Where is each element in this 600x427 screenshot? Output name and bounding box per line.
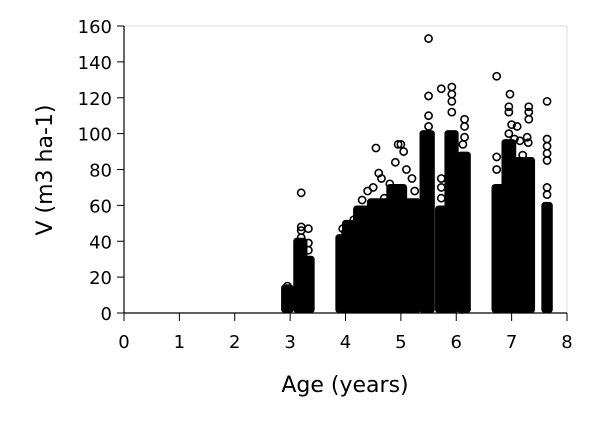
data-point (542, 148, 552, 158)
data-point (460, 132, 469, 142)
data-point (436, 183, 446, 192)
x-tick-label: 2 (229, 332, 240, 353)
y-ticks: 0 20 40 60 80 100 120 140 160 (78, 17, 124, 325)
x-tick-label: 4 (340, 332, 351, 353)
data-point (542, 141, 552, 151)
dense-point-cluster (281, 284, 294, 313)
data-point (460, 122, 469, 131)
data-point (504, 107, 514, 117)
x-tick-label: 1 (174, 332, 185, 353)
data-point (296, 188, 306, 198)
data-point (447, 107, 457, 117)
data-point (282, 281, 292, 291)
data-point (492, 152, 502, 162)
data-point (407, 174, 417, 183)
data-point (424, 34, 433, 43)
y-tick-label: 60 (89, 196, 112, 217)
data-point (458, 139, 468, 149)
data-point (424, 122, 433, 131)
data-point (504, 102, 514, 112)
data-point (390, 157, 400, 167)
data-point (436, 84, 446, 94)
data-point (524, 102, 534, 112)
data-point (399, 147, 409, 156)
data-point (509, 134, 519, 144)
data-point (396, 139, 406, 149)
dense-point-cluster (491, 183, 505, 313)
dense-point-cluster (435, 205, 448, 313)
y-tick-label: 40 (89, 232, 112, 253)
y-tick-label: 120 (78, 89, 112, 110)
x-tick-label: 0 (118, 332, 129, 353)
dense-point-cluster (400, 198, 421, 313)
data-point (393, 139, 403, 149)
data-point (460, 290, 469, 300)
dense-point-cluster (302, 255, 315, 313)
dense-point-cluster (522, 157, 536, 313)
data-point (379, 193, 389, 203)
data-point (424, 111, 433, 121)
data-point (492, 71, 502, 81)
data-point (296, 233, 306, 243)
data-point (424, 91, 433, 101)
data-marks (281, 34, 553, 314)
data-point (512, 122, 522, 131)
x-ticks: 0 1 2 3 4 5 6 7 8 (118, 313, 573, 353)
y-tick-label: 140 (78, 53, 112, 74)
data-point (341, 227, 350, 237)
x-axis-label: Age (years) (281, 373, 408, 398)
data-point (518, 150, 528, 160)
data-point (402, 165, 411, 174)
x-tick-label: 6 (451, 332, 462, 353)
data-point (410, 186, 420, 196)
dense-point-cluster (444, 130, 459, 313)
data-point (436, 174, 446, 183)
data-point (515, 136, 525, 146)
data-point (504, 129, 514, 139)
dense-point-cluster (541, 201, 553, 313)
data-point (447, 96, 457, 106)
data-point (447, 82, 457, 92)
data-point (460, 114, 469, 124)
data-point (385, 179, 395, 189)
data-point (447, 89, 457, 99)
data-point (436, 193, 446, 203)
data-point (377, 174, 386, 183)
data-point (542, 134, 552, 144)
data-point (542, 190, 552, 200)
data-point (524, 114, 534, 124)
dense-point-cluster (457, 151, 471, 313)
data-point (303, 245, 313, 255)
y-tick-label: 0 (101, 304, 112, 325)
y-tick-label: 160 (78, 17, 112, 38)
data-point (349, 215, 359, 225)
data-point (492, 165, 502, 174)
y-tick-label: 20 (89, 268, 112, 289)
y-tick-label: 100 (78, 125, 112, 146)
x-tick-label: 3 (284, 332, 295, 353)
data-point (507, 120, 517, 130)
y-tick-label: 80 (89, 161, 112, 182)
data-point (542, 156, 552, 165)
data-point (542, 183, 552, 192)
data-point (303, 224, 313, 234)
data-point (368, 183, 378, 192)
y-axis-label: V (m3 ha-1) (33, 105, 58, 236)
data-point (357, 195, 367, 205)
data-point (523, 138, 533, 147)
dense-point-cluster (419, 130, 435, 313)
data-point (542, 96, 552, 106)
x-tick-label: 7 (506, 332, 517, 353)
data-point (371, 143, 381, 153)
data-point (522, 132, 532, 142)
dense-point-cluster (501, 139, 517, 313)
data-point (505, 89, 515, 99)
x-tick-label: 5 (395, 332, 406, 353)
x-tick-label: 8 (561, 332, 572, 353)
